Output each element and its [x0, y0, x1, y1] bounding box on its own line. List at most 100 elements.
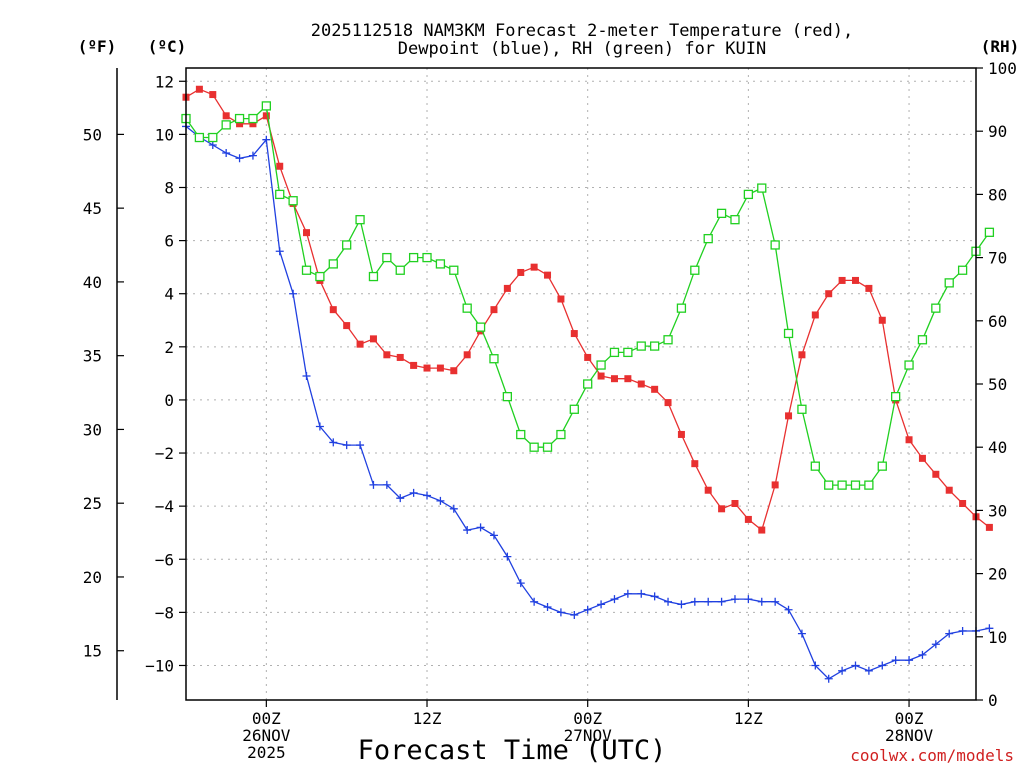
2-meter-temperature-point	[945, 486, 953, 494]
dewpoint-point	[677, 600, 686, 609]
rh-point	[248, 113, 258, 124]
rh-point	[757, 183, 767, 193]
rh-point	[583, 379, 593, 389]
2-meter-temperature-point	[450, 367, 458, 375]
dewpoint-point	[918, 650, 927, 659]
rh-point	[716, 208, 727, 219]
rh-tick-label: 10	[988, 628, 1007, 647]
dewpoint-point	[583, 605, 592, 614]
dewpoint-point	[704, 597, 713, 606]
time-tick-label: 27NOV	[564, 726, 613, 745]
2-meter-temperature-point	[798, 351, 806, 359]
rh-point	[837, 480, 847, 490]
rh-point	[435, 259, 446, 269]
2-meter-temperature-point	[771, 481, 779, 489]
2-meter-temperature-point	[383, 351, 391, 359]
celsius-tick-label: −2	[155, 444, 174, 463]
gridlines	[186, 68, 976, 700]
dewpoint-point	[503, 552, 512, 561]
dewpoint-point	[824, 674, 833, 683]
time-tick-label: 00Z	[573, 709, 602, 728]
dewpoint-point	[222, 148, 231, 157]
dewpoint-point	[771, 597, 780, 606]
rh-tick-label: 80	[988, 185, 1007, 204]
rh-point	[342, 240, 352, 250]
rh-point	[395, 265, 405, 275]
dewpoint-point	[597, 600, 606, 609]
celsius-axis: 12 10 8 6 4 2 0 −2 −4 −6 −8 −10	[145, 72, 186, 675]
2-meter-temperature-point	[878, 316, 886, 324]
2-meter-temperature-point	[610, 375, 618, 383]
celsius-tick-label: 2	[164, 338, 174, 357]
2-meter-temperature-point	[262, 112, 270, 120]
2-meter-temperature-point	[851, 276, 859, 284]
2-meter-temperature-point	[718, 505, 726, 513]
2-meter-temperature-point	[503, 284, 511, 292]
2-meter-temperature-point	[731, 499, 739, 507]
rh-point	[797, 404, 807, 414]
dewpoint-point	[489, 531, 498, 540]
2-meter-temperature-line	[185, 88, 990, 532]
2-meter-temperature-point	[932, 470, 940, 478]
2-meter-temperature-point	[811, 311, 819, 319]
fahrenheit-tick-label: 20	[83, 568, 102, 587]
celsius-tick-label: 8	[164, 178, 174, 197]
2-meter-temperature-point	[463, 351, 471, 359]
dewpoint-point	[463, 526, 472, 535]
celsius-tick-label: 10	[155, 125, 174, 144]
rh-point	[288, 196, 298, 206]
dewpoint-point	[878, 661, 887, 670]
credit-text: coolwx.com/models	[850, 746, 1014, 765]
2-meter-temperature-point	[918, 454, 926, 462]
2-meter-temperature-point	[369, 335, 377, 343]
dewpoint-point	[958, 626, 967, 635]
2-meter-temperature-point	[423, 364, 431, 372]
dewpoint-point	[556, 608, 565, 617]
celsius-axis-label: (ºC)	[148, 37, 187, 56]
celsius-tick-label: 6	[164, 232, 174, 251]
rh-point	[328, 259, 338, 269]
rh-point	[529, 442, 539, 452]
rh-point	[730, 215, 740, 225]
celsius-tick-label: 0	[164, 391, 174, 410]
rh-point	[663, 335, 673, 345]
2-meter-temperature-point	[584, 353, 592, 361]
rh-point	[475, 322, 486, 332]
rh-point	[355, 215, 365, 225]
rh-point	[636, 341, 646, 351]
2-meter-temperature-point	[557, 295, 565, 303]
dewpoint-point	[302, 372, 311, 381]
2-meter-temperature-point	[396, 353, 404, 361]
dewpoint-point	[664, 597, 673, 606]
rh-point	[944, 278, 954, 288]
2-meter-temperature-point	[704, 486, 712, 494]
fahrenheit-axis-label: (ºF)	[78, 37, 117, 56]
dewpoint-point	[811, 661, 820, 670]
2-meter-temperature-point	[785, 412, 793, 420]
rh-tick-label: 70	[988, 249, 1007, 268]
rh-point	[676, 303, 687, 313]
dewpoint-point	[985, 624, 994, 633]
celsius-tick-label: −10	[145, 656, 174, 675]
rh-point	[221, 120, 231, 130]
dewpoint-point	[945, 629, 954, 638]
2-meter-temperature-point	[236, 120, 244, 128]
dewpoint-point	[208, 141, 217, 150]
rh-point	[649, 341, 660, 351]
fahrenheit-axis: 50 45 40 35 30 25 20 15	[83, 68, 124, 700]
rh-tick-label: 20	[988, 565, 1007, 584]
2-meter-temperature-point	[677, 430, 685, 438]
rh-tick-label: 100	[988, 59, 1017, 78]
rh-point	[516, 429, 526, 440]
rh-point	[904, 360, 914, 370]
dewpoint-point	[851, 661, 860, 670]
celsius-tick-label: −4	[155, 497, 174, 516]
2-meter-temperature-point	[637, 380, 645, 388]
fahrenheit-tick-label: 40	[83, 273, 102, 292]
2-meter-temperature-point	[436, 364, 444, 372]
rh-point	[315, 271, 325, 282]
2-meter-temperature-point	[209, 91, 217, 99]
rh-tick-label: 90	[988, 122, 1007, 141]
rh-point	[502, 391, 513, 402]
